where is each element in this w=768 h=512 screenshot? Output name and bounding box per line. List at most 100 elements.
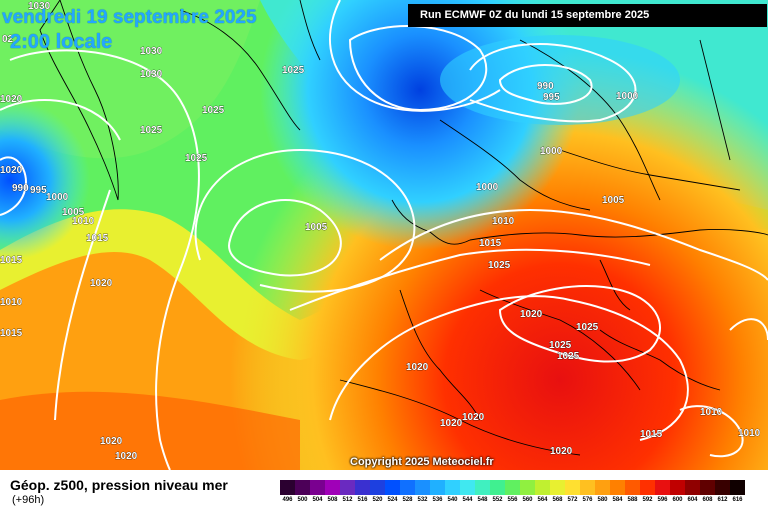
color-scale-label: 560	[522, 497, 533, 503]
color-scale-swatch	[295, 480, 310, 495]
color-scale-swatch	[610, 480, 625, 495]
color-scale-swatch	[370, 480, 385, 495]
color-scale-swatch	[430, 480, 445, 495]
color-scale-label: 588	[627, 497, 638, 503]
isobar-label: 1030	[140, 69, 163, 80]
color-scale-swatch	[535, 480, 550, 495]
isobar-label: 1025	[576, 322, 599, 333]
isobar-label: 1020	[0, 94, 23, 105]
color-scale-label: 556	[507, 497, 518, 503]
color-scale-labels: 496 500 504 508 512 516 520 524 528 532 536 540 544 5…	[280, 497, 745, 503]
isobar-label: 995	[543, 92, 560, 103]
isobar-label: 990	[12, 183, 29, 194]
color-scale-label: 584	[612, 497, 623, 503]
color-scale-label: 600	[672, 497, 683, 503]
color-scale-label: 616	[732, 497, 743, 503]
color-scale-label: 564	[537, 497, 548, 503]
color-scale-label: 532	[417, 497, 428, 503]
color-scale-swatch	[475, 480, 490, 495]
color-scale-label: 552	[492, 497, 503, 503]
color-scale-swatch	[730, 480, 745, 495]
copyright-text: Copyright 2025 Meteociel.fr	[350, 456, 494, 468]
isobar-label: 1030	[140, 46, 163, 57]
field-title: Géop. z500, pression niveau mer	[10, 477, 228, 493]
color-scale-label: 568	[552, 497, 563, 503]
isobar-label: 1000	[616, 91, 639, 102]
isobar-label: 1025	[557, 351, 580, 362]
color-scale-label: 496	[282, 497, 293, 503]
color-scale-label: 596	[657, 497, 668, 503]
color-scale-swatch	[685, 480, 700, 495]
color-scale-swatch	[505, 480, 520, 495]
isobar-label: 1010	[738, 428, 761, 439]
coastlines	[39, 0, 768, 456]
color-scale-label: 520	[372, 497, 383, 503]
color-scale-swatch	[670, 480, 685, 495]
isobar-label: 1005	[62, 207, 85, 218]
isobar-label: 1015	[0, 255, 23, 266]
color-scale-swatch	[280, 480, 295, 495]
isobar-label: 1020	[90, 278, 113, 289]
color-scale-label: 608	[702, 497, 713, 503]
isobar-label: 1010	[72, 216, 95, 227]
color-scale-swatch	[400, 480, 415, 495]
color-scale-swatch	[340, 480, 355, 495]
isobar-label: 1020	[100, 436, 123, 447]
isobar-label: 1000	[46, 192, 69, 203]
color-scale-swatch	[640, 480, 655, 495]
color-scale-swatch	[520, 480, 535, 495]
color-scale-label: 524	[387, 497, 398, 503]
color-scale-swatch	[655, 480, 670, 495]
isobar-label: 1000	[476, 182, 499, 193]
color-scale-swatch	[310, 480, 325, 495]
isobar-label: 1025	[185, 153, 208, 164]
isobar-label: 1025	[202, 105, 225, 116]
color-scale-swatch	[580, 480, 595, 495]
color-scale-swatch	[325, 480, 340, 495]
isobar-label: 1005	[602, 195, 625, 206]
color-scale-swatch	[415, 480, 430, 495]
isobar-label: 1000	[540, 146, 563, 157]
forecast-date: vendredi 19 septembre 2025	[2, 7, 257, 28]
color-scale-swatch	[460, 480, 475, 495]
model-run-label: Run ECMWF 0Z du lundi 15 septembre 2025	[408, 4, 767, 27]
isobar-label: 1025	[140, 125, 163, 136]
weather-map: 1030 1030 1030 1025 1025 1025 1025 1020 …	[0, 0, 768, 470]
color-scale-swatch	[625, 480, 640, 495]
color-scale-swatch	[715, 480, 730, 495]
isobar-label: 1015	[640, 429, 663, 440]
color-scale-label: 580	[597, 497, 608, 503]
color-scale-swatch	[550, 480, 565, 495]
isobar-label: 1030	[28, 1, 51, 12]
east-low-cyan	[440, 35, 680, 125]
isobar-labels: 1030 1030 1030 1025 1025 1025 1025 1020 …	[0, 1, 761, 463]
color-scale-label: 576	[582, 497, 593, 503]
isobar-label: 1010	[0, 297, 23, 308]
forecast-time: 2:00 locale	[10, 31, 113, 53]
isobar-label: 1020	[462, 412, 485, 423]
color-scale-label: 592	[642, 497, 653, 503]
color-scale-label: 512	[342, 497, 353, 503]
isobar-label: 1025	[282, 65, 305, 76]
color-scale-label: 508	[327, 497, 338, 503]
color-scale-label: 544	[462, 497, 473, 503]
isobar-label: 1020	[550, 446, 573, 457]
color-scale-label: 516	[357, 497, 368, 503]
color-scale-swatch	[490, 480, 505, 495]
color-scale-swatch	[355, 480, 370, 495]
isobar-label: 1025	[549, 340, 572, 351]
isobar-label: 995	[30, 185, 47, 196]
color-scale-label: 504	[312, 497, 323, 503]
isobars	[0, 0, 768, 470]
isobar-label: 1015	[479, 238, 502, 249]
color-scale-label: 540	[447, 497, 458, 503]
isobar-label: 1020	[0, 165, 23, 176]
color-scale-label: 536	[432, 497, 443, 503]
color-scale-swatch	[700, 480, 715, 495]
isobar-label: 1020	[520, 309, 543, 320]
isobar-label: 1015	[86, 233, 109, 244]
color-scale-label: 612	[717, 497, 728, 503]
color-scale-label: 528	[402, 497, 413, 503]
isobar-label: 1020	[440, 418, 463, 429]
lead-time: (+96h)	[12, 494, 45, 506]
